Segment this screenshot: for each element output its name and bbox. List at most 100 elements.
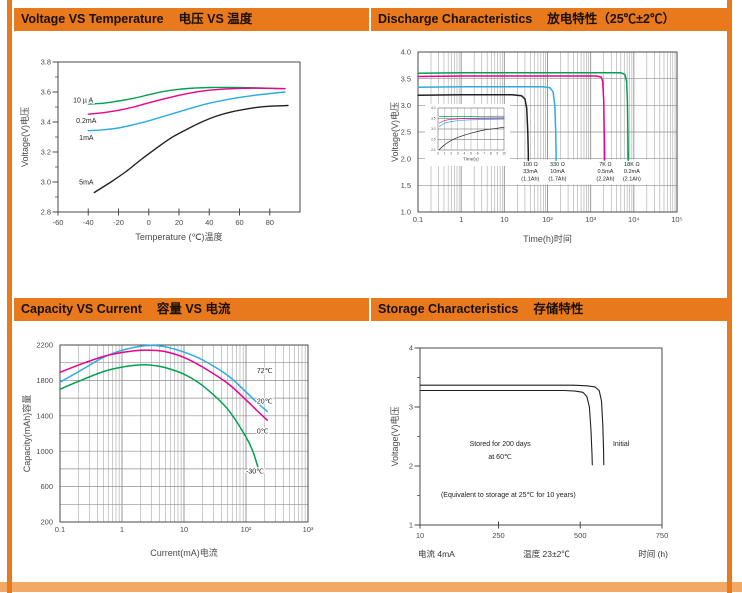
svg-text:10²: 10² — [542, 215, 553, 224]
svg-text:8: 8 — [490, 152, 492, 156]
capacity-vs-current-chart: 200 600 1000 1400 1800 2200 0.1 1 10 10² 10³ 72℃ 20℃… — [21, 341, 314, 558]
svg-text:-20: -20 — [113, 218, 124, 227]
svg-text:10²: 10² — [241, 525, 252, 534]
svg-text:500: 500 — [574, 531, 587, 540]
svg-text:4.0: 4.0 — [431, 106, 436, 110]
svg-text:1400: 1400 — [36, 411, 53, 420]
svg-text:3.2: 3.2 — [41, 148, 51, 157]
section-header-voltage-vs-temperature: Voltage VS Temperature 电压 VS 温度 — [14, 8, 369, 31]
page-border-right — [727, 0, 732, 593]
svg-text:1.5: 1.5 — [401, 181, 411, 190]
svg-text:9: 9 — [497, 152, 499, 156]
svg-text:1800: 1800 — [36, 376, 53, 385]
svg-text:Voltage(V)电压: Voltage(V)电压 — [389, 406, 400, 466]
svg-text:18K Ω: 18K Ω — [624, 162, 639, 168]
svg-text:1.0: 1.0 — [401, 208, 411, 217]
svg-text:10: 10 — [416, 531, 424, 540]
section-header-storage-characteristics: Storage Characteristics 存储特性 — [371, 298, 730, 321]
svg-text:33mA: 33mA — [523, 169, 538, 175]
svg-text:0℃: 0℃ — [257, 429, 269, 436]
svg-text:72℃: 72℃ — [257, 368, 273, 375]
svg-text:4: 4 — [409, 344, 413, 353]
storage-time-caption: 时间 (h) — [638, 549, 668, 559]
svg-text:7K Ω: 7K Ω — [599, 162, 611, 168]
svg-text:(1.1Ah): (1.1Ah) — [521, 176, 539, 182]
svg-text:(Equivalent to storage at 25℃: (Equivalent to storage at 25℃ for 10 yea… — [441, 492, 576, 499]
svg-text:0: 0 — [147, 218, 151, 227]
svg-text:0.1: 0.1 — [413, 215, 423, 224]
section-title-en: Capacity VS Current — [21, 302, 142, 316]
svg-text:0.1: 0.1 — [55, 525, 65, 534]
svg-text:1: 1 — [444, 152, 446, 156]
svg-text:0.2mA: 0.2mA — [624, 169, 640, 175]
svg-text:2.0: 2.0 — [431, 148, 436, 152]
svg-text:0.5mA: 0.5mA — [597, 169, 613, 175]
section-title-en: Voltage VS Temperature — [21, 12, 164, 26]
svg-text:0.2mA: 0.2mA — [76, 118, 97, 125]
svg-text:10³: 10³ — [585, 215, 596, 224]
svg-text:2.8: 2.8 — [41, 208, 51, 217]
svg-text:1mA: 1mA — [79, 135, 94, 142]
svg-text:10mA: 10mA — [550, 169, 565, 175]
storage-temperature-caption: 温度 23±2℃ — [523, 549, 570, 559]
svg-text:Initial: Initial — [613, 441, 630, 448]
svg-text:3: 3 — [457, 152, 459, 156]
svg-text:Capacity(mAh)容量: Capacity(mAh)容量 — [21, 395, 32, 473]
section-title-en: Storage Characteristics — [378, 302, 519, 316]
svg-text:5mA: 5mA — [79, 179, 94, 186]
storage-current-caption: 电流 4mA — [418, 549, 455, 559]
svg-text:4: 4 — [464, 152, 466, 156]
svg-text:(1.7Ah): (1.7Ah) — [548, 176, 566, 182]
svg-text:Temperature (℃)温度: Temperature (℃)温度 — [135, 231, 222, 242]
svg-text:3.6: 3.6 — [41, 88, 51, 97]
discharge-inset-chart: 2.0 2.5 3.0 3.5 4.0 0 1 2 3 4 5 6 7 8 9 10 Time(s) — [425, 104, 510, 166]
svg-text:7: 7 — [483, 152, 485, 156]
section-title-cn: 容量 VS 电流 — [156, 302, 231, 316]
svg-text:10 µ A: 10 µ A — [73, 98, 93, 105]
svg-text:-60: -60 — [53, 218, 64, 227]
svg-text:3.8: 3.8 — [41, 58, 51, 67]
svg-text:100 Ω: 100 Ω — [523, 162, 538, 168]
svg-text:-30℃: -30℃ — [246, 469, 264, 476]
svg-text:10³: 10³ — [303, 525, 314, 534]
svg-text:3.5: 3.5 — [431, 117, 436, 121]
svg-text:(2.2Ah): (2.2Ah) — [596, 176, 614, 182]
svg-text:6: 6 — [477, 152, 479, 156]
svg-text:2200: 2200 — [36, 341, 53, 350]
section-title-cn: 存储特性 — [533, 302, 584, 316]
svg-text:-40: -40 — [83, 218, 94, 227]
svg-text:3.5: 3.5 — [401, 74, 411, 83]
svg-text:330 Ω: 330 Ω — [550, 162, 565, 168]
svg-text:10: 10 — [500, 215, 508, 224]
svg-text:Time(h)时间: Time(h)时间 — [523, 233, 572, 244]
storage-conditions-caption: 电流 4mA 温度 23±2℃ 时间 (h) — [418, 548, 668, 560]
svg-text:2.5: 2.5 — [431, 138, 436, 142]
section-header-capacity-vs-current: Capacity VS Current 容量 VS 电流 — [14, 298, 369, 321]
section-header-discharge-characteristics: Discharge Characteristics 放电特性（25℃±2℃） — [371, 8, 730, 31]
voltage-vs-temperature-chart: 2.8 3.0 3.2 3.4 3.6 3.8 -60 -40 -20 0 20 40 60 80 10 µ… — [19, 58, 301, 242]
section-title-en: Discharge Characteristics — [378, 12, 533, 26]
section-title-cn: 电压 VS 温度 — [178, 12, 253, 26]
svg-text:0: 0 — [437, 152, 439, 156]
svg-text:600: 600 — [40, 482, 53, 491]
svg-text:10: 10 — [502, 152, 506, 156]
svg-text:3.0: 3.0 — [41, 178, 51, 187]
svg-text:200: 200 — [40, 518, 53, 527]
svg-text:Voltage(V)电压: Voltage(V)电压 — [389, 102, 400, 162]
svg-text:3: 3 — [409, 403, 413, 412]
svg-text:60: 60 — [235, 218, 243, 227]
svg-text:2.5: 2.5 — [401, 128, 411, 137]
svg-text:3.0: 3.0 — [401, 101, 411, 110]
svg-text:Stored for 200 days: Stored for 200 days — [470, 441, 532, 448]
svg-text:2: 2 — [450, 152, 452, 156]
svg-text:10⁴: 10⁴ — [628, 215, 640, 224]
svg-text:2.0: 2.0 — [401, 154, 411, 163]
discharge-characteristics-chart: 1.01.52.02.53.03.54.00.1 1 10 10² 10³ 10⁴ 10⁵1… — [389, 48, 683, 244]
svg-text:at 60℃: at 60℃ — [488, 454, 512, 461]
svg-text:250: 250 — [492, 531, 505, 540]
svg-text:Voltage(V)电压: Voltage(V)电压 — [19, 107, 30, 167]
page-border-left — [7, 0, 12, 593]
svg-text:40: 40 — [205, 218, 213, 227]
svg-text:10: 10 — [180, 525, 188, 534]
